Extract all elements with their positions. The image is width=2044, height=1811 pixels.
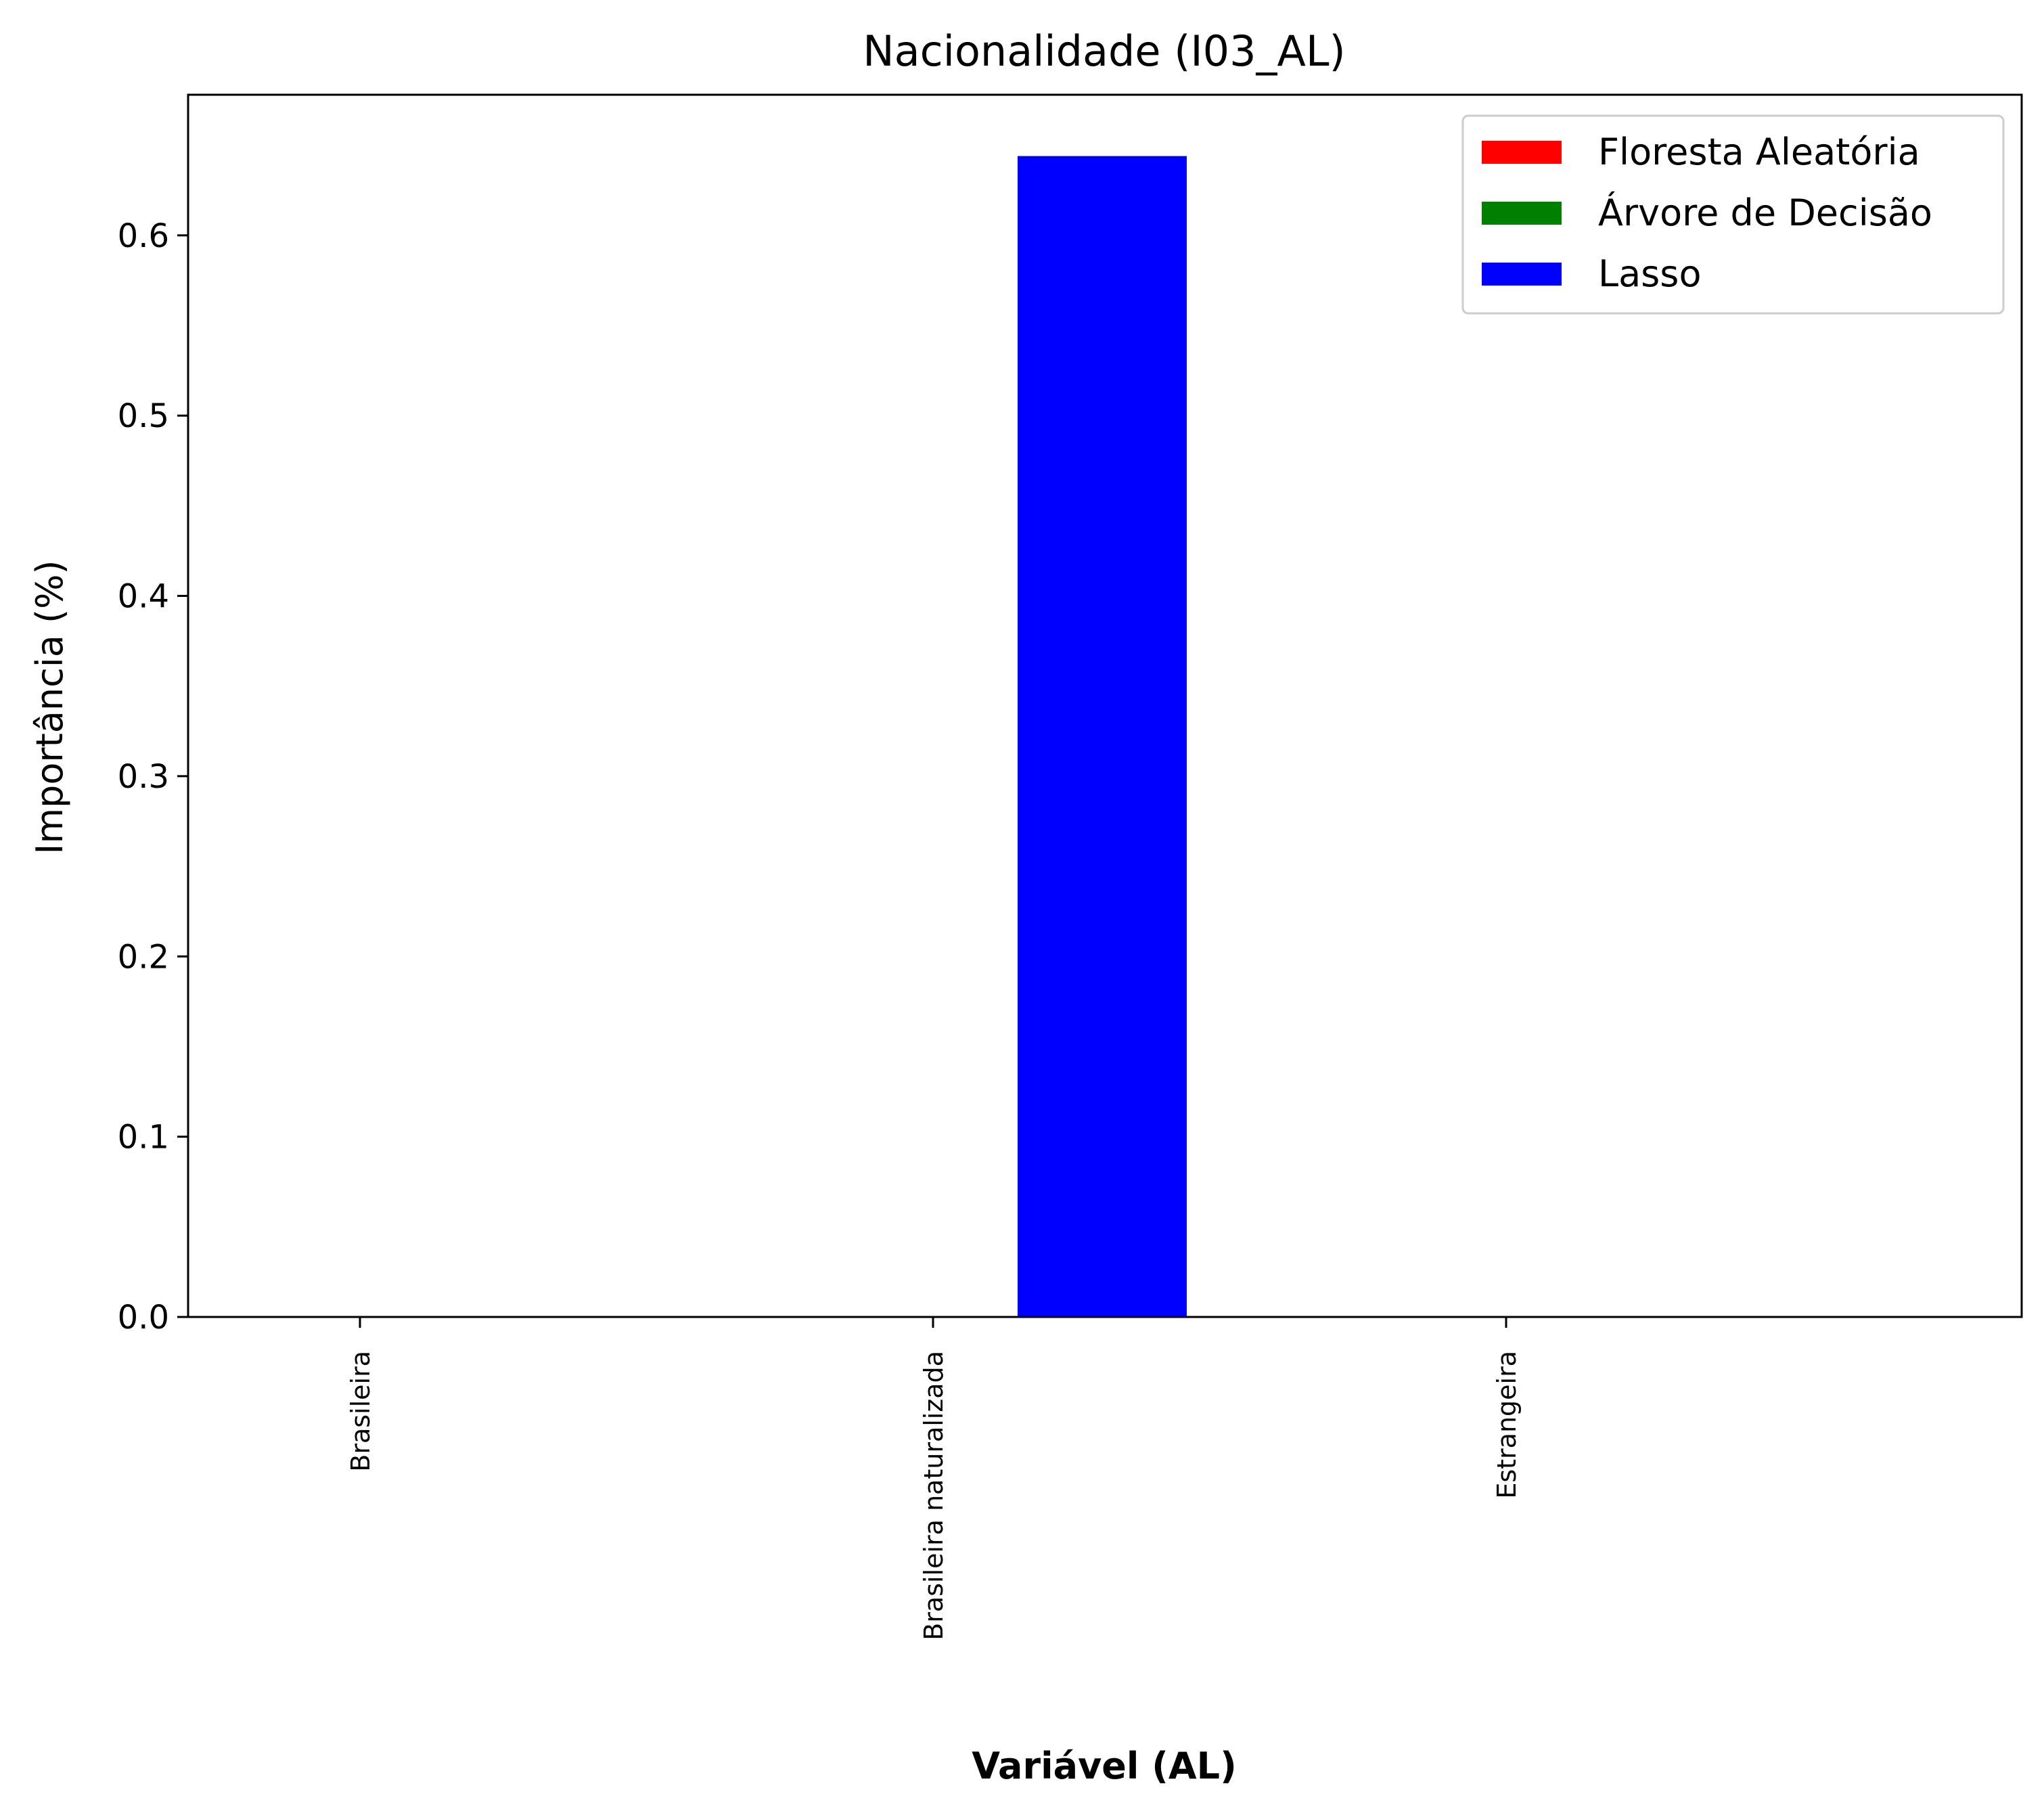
y-tick-label: 0.6 [118,217,169,255]
bars-group [1018,156,1187,1318]
legend-swatch-lasso [1482,263,1562,286]
legend: Floresta Aleatória Árvore de Decisão Las… [1461,114,2005,315]
y-tick-label: 0.1 [118,1119,169,1157]
legend-label-arvore-de-decisao: Árvore de Decisão [1598,192,1932,234]
y-tick-label: 0.3 [118,758,169,796]
bar-lasso-brasileira-naturalizada [1018,156,1187,1318]
legend-swatch-arvore-de-decisao [1482,202,1562,225]
y-axis-label: Importância (%) [28,560,71,855]
x-axis-label: Variável (AL) [972,1745,1237,1787]
y-tick-label: 0.4 [118,578,169,616]
x-tick-label-brasileira-naturalizada: Brasileira naturalizada [919,1351,949,1640]
x-axis-ticks: Brasileira Brasileira naturalizada Estrang… [346,1317,1522,1640]
plot-frame [187,93,2023,1318]
legend-label-floresta-aleatoria: Floresta Aleatória [1598,131,1920,173]
legend-frame [1461,114,2005,315]
y-tick-label: 0.5 [118,397,169,435]
legend-label-lasso: Lasso [1598,252,1701,295]
y-tick-label: 0.2 [118,938,169,976]
x-tick-label-estrangeira: Estrangeira [1492,1351,1522,1499]
x-tick-label-brasileira: Brasileira [346,1351,376,1472]
y-tick-label: 0.0 [118,1299,169,1337]
legend-swatch-floresta-aleatoria [1482,141,1562,164]
chart-title: Nacionalidade (I03_AL) [863,26,1345,76]
y-axis-ticks: 0.0 0.1 0.2 0.3 0.4 0.5 0.6 [118,217,188,1337]
